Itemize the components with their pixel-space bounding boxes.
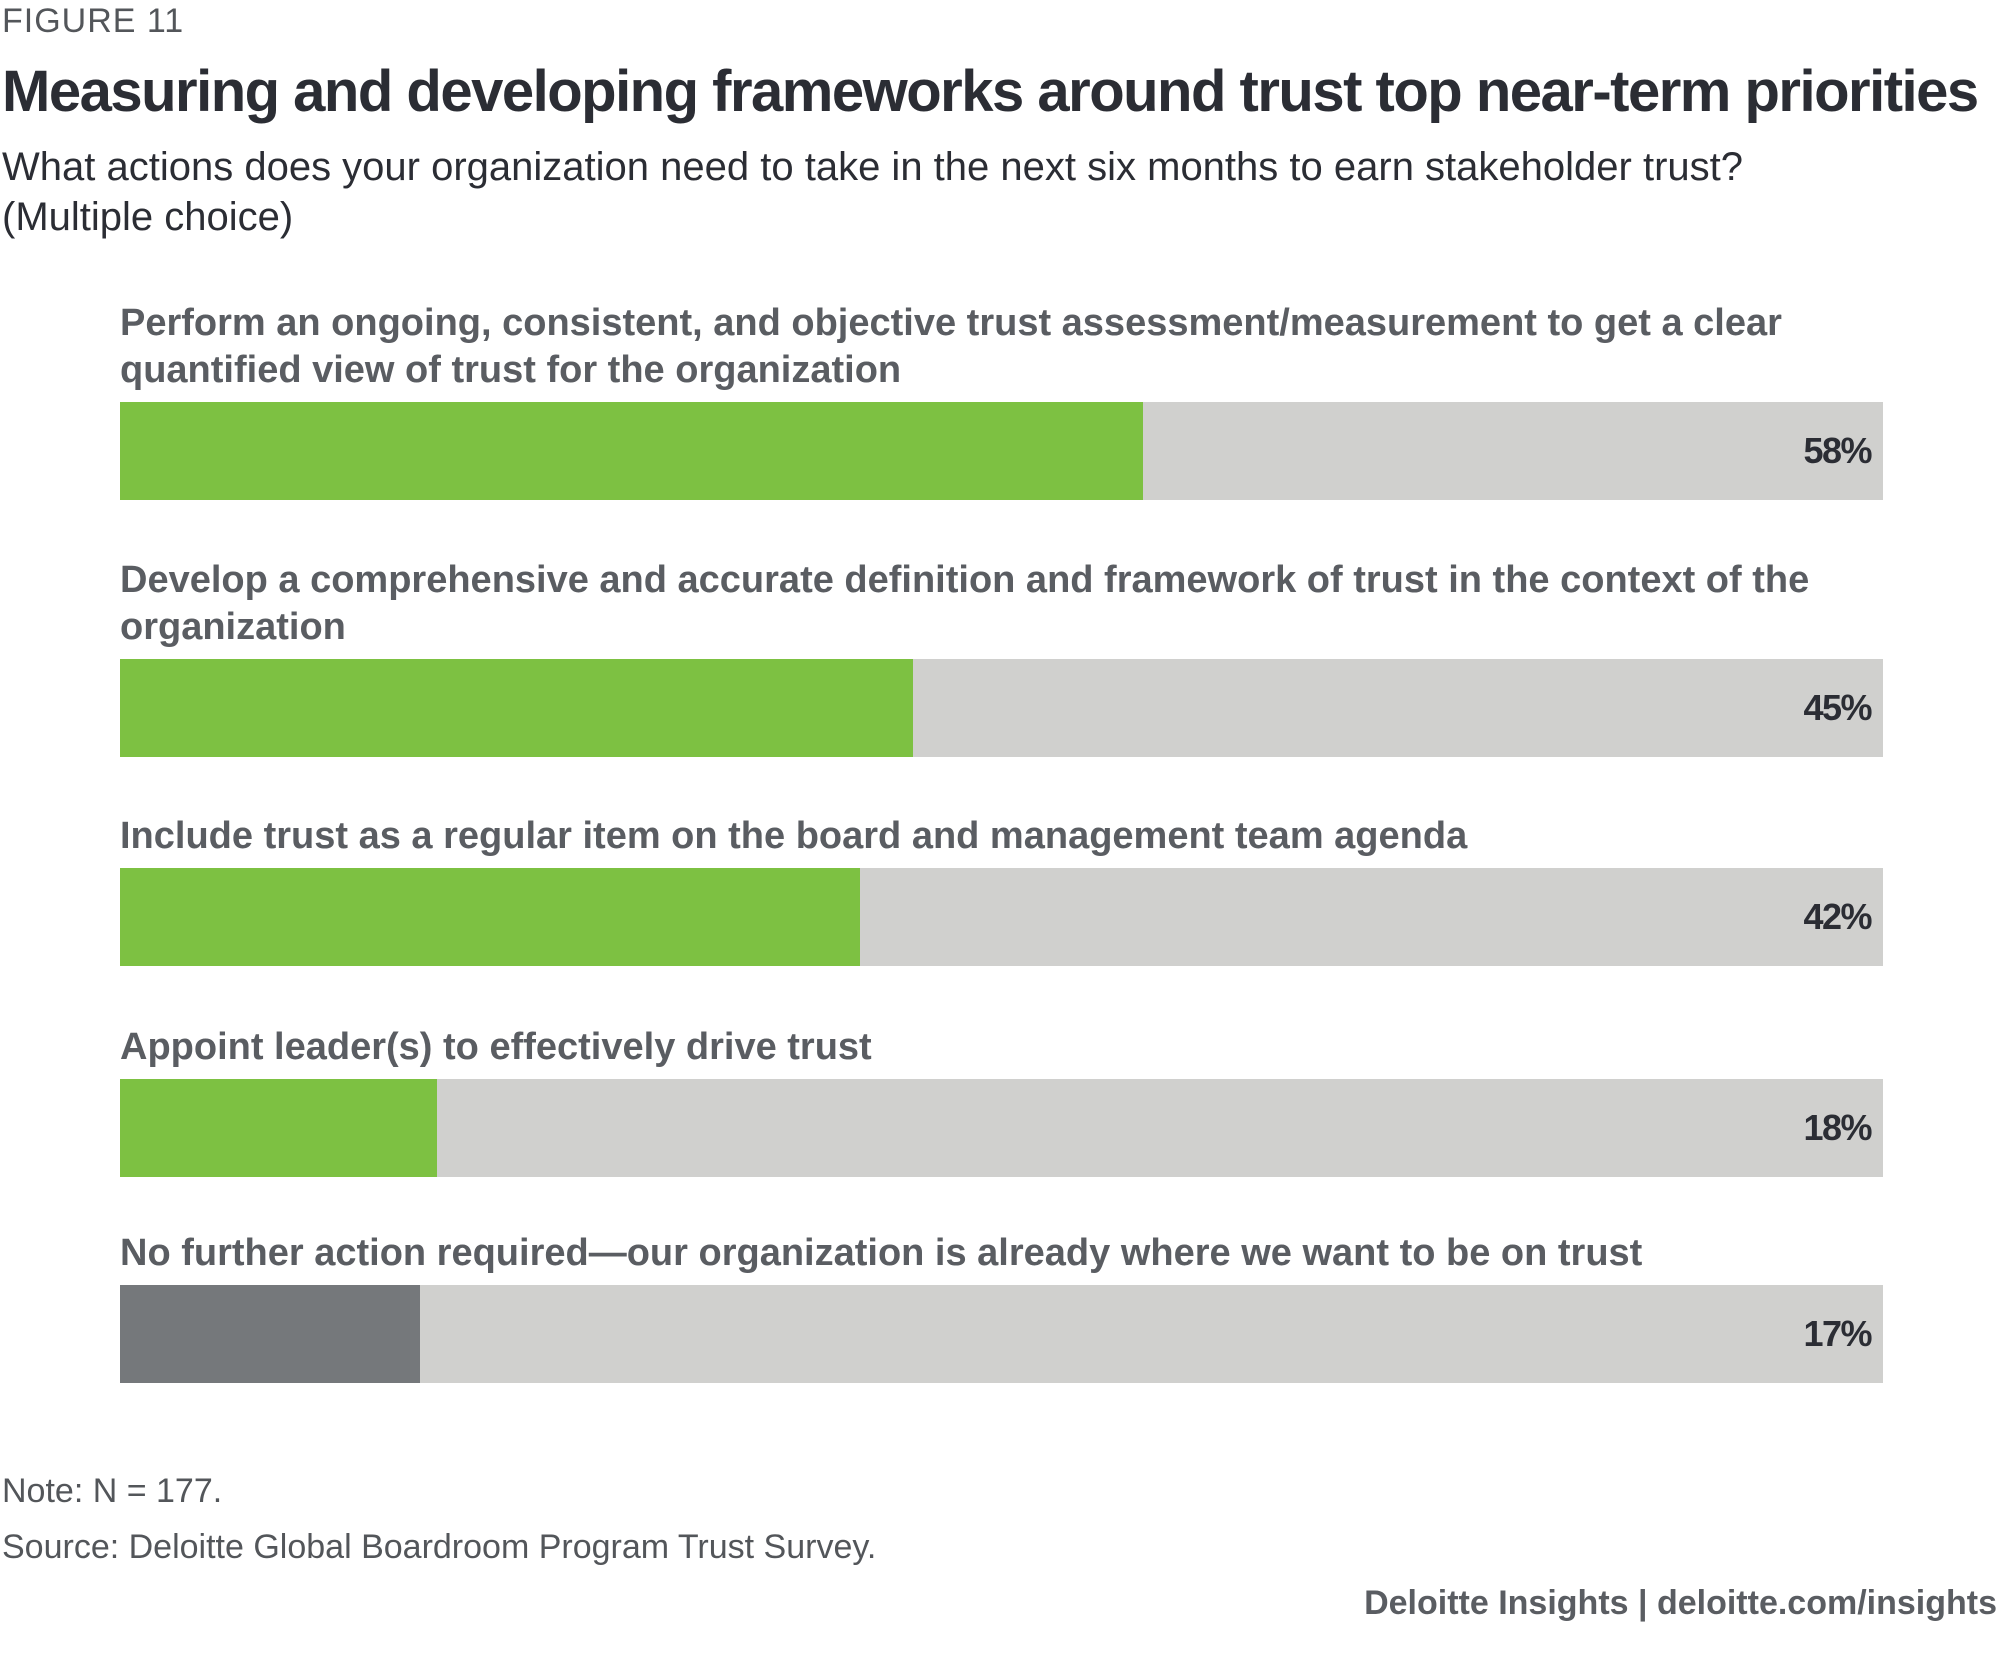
figure-label: FIGURE 11	[2, 2, 185, 40]
bar	[120, 1079, 438, 1177]
bar-track: 17%	[120, 1285, 1883, 1383]
value-label: 45%	[1803, 687, 1872, 728]
category-label: Perform an ongoing, consistent, and obje…	[120, 302, 1782, 391]
source-text: Source: Deloitte Global Boardroom Progra…	[2, 1528, 877, 1566]
chart-subtitle: What actions does your organization need…	[2, 145, 1743, 239]
value-label: 17%	[1803, 1313, 1872, 1354]
value-label: 58%	[1803, 430, 1872, 471]
value-label: 18%	[1803, 1107, 1872, 1148]
category-label: Include trust as a regular item on the b…	[120, 815, 1468, 857]
brand-footer: Deloitte Insights | deloitte.com/insight…	[1364, 1584, 1997, 1622]
bar	[120, 659, 914, 757]
bar-track: 18%	[120, 1079, 1883, 1177]
category-label: Appoint leader(s) to effectively drive t…	[120, 1026, 872, 1068]
category-label: Develop a comprehensive and accurate def…	[120, 559, 1810, 648]
category-label: No further action required—our organizat…	[120, 1232, 1643, 1274]
value-label: 42%	[1803, 896, 1872, 937]
bar-track: 45%	[120, 659, 1883, 757]
bar-chart: Perform an ongoing, consistent, and obje…	[120, 300, 1883, 1410]
bar-track: 42%	[120, 868, 1883, 966]
bar	[120, 402, 1143, 500]
bar	[120, 868, 861, 966]
note-text: Note: N = 177.	[2, 1472, 223, 1510]
chart-title: Measuring and developing frameworks arou…	[2, 59, 1979, 124]
bar	[120, 1285, 420, 1383]
bar-track: 58%	[120, 402, 1883, 500]
